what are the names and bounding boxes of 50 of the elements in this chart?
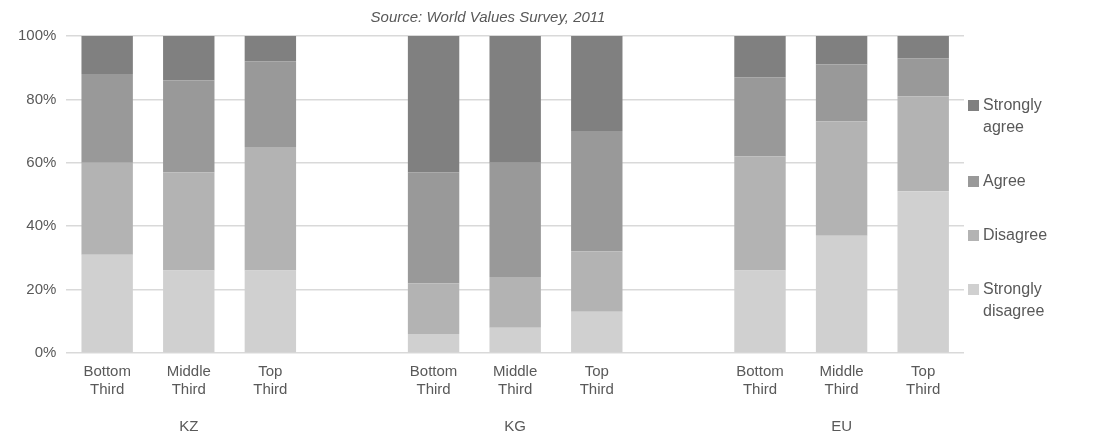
chart-subtitle: Source: World Values Survey, 2011 xyxy=(369,8,607,25)
text: KZ xyxy=(179,417,199,435)
y-tick-label: 20% xyxy=(26,279,57,297)
bar xyxy=(244,146,297,271)
x-tick-label: Top Third xyxy=(906,362,941,398)
bar xyxy=(81,36,133,75)
y-tick-label: 100% xyxy=(17,26,57,44)
text: KG xyxy=(504,417,527,435)
x-tick-label: Middle Third xyxy=(166,362,211,398)
legend-label: Agree xyxy=(983,171,1027,191)
bar xyxy=(407,172,460,284)
bar xyxy=(897,58,949,97)
bar xyxy=(815,36,868,65)
bar xyxy=(815,121,868,236)
bar xyxy=(163,172,215,271)
bar xyxy=(489,36,541,163)
bar xyxy=(897,96,949,192)
bar xyxy=(81,162,133,255)
text: EU xyxy=(831,417,853,435)
x-tick-label: Bottom Third xyxy=(736,362,784,398)
bar xyxy=(815,64,868,122)
bar xyxy=(489,162,541,277)
bar xyxy=(571,251,623,312)
bar xyxy=(163,36,215,81)
bar xyxy=(571,36,623,132)
x-tick-label: Bottom Third xyxy=(83,362,131,398)
y-tick-label: 60% xyxy=(26,152,57,170)
bar xyxy=(244,36,297,62)
bar xyxy=(734,77,786,157)
x-tick-label: Top Third xyxy=(253,362,288,398)
bar xyxy=(489,276,541,328)
y-tick-label: 80% xyxy=(26,89,57,107)
x-tick-label: Middle Third xyxy=(493,362,538,398)
bar xyxy=(407,36,460,173)
legend-label: Strongly agree xyxy=(983,95,1043,137)
y-tick-label: 0% xyxy=(34,343,57,361)
bar xyxy=(571,131,623,252)
bar xyxy=(734,36,786,78)
bar xyxy=(81,74,133,163)
x-tick-label: Top Third xyxy=(579,362,614,398)
x-tick-label: Middle Third xyxy=(819,362,864,398)
y-tick-label: 40% xyxy=(26,216,57,234)
bar xyxy=(163,80,215,173)
bar xyxy=(407,283,460,334)
x-tick-label: Bottom Third xyxy=(409,362,458,398)
legend-label: Strongly disagree xyxy=(983,279,1046,321)
legend-label: Disagree xyxy=(983,225,1049,245)
bar xyxy=(734,156,786,271)
bar xyxy=(244,61,297,147)
bar xyxy=(897,36,949,59)
